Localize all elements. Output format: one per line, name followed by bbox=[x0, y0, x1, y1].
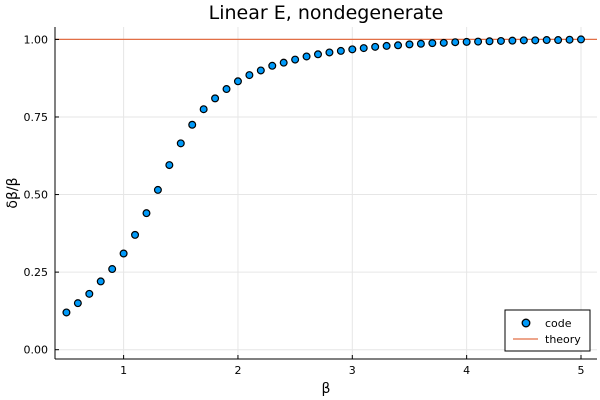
data-point bbox=[279, 58, 288, 67]
data-point bbox=[576, 35, 585, 44]
legend-label-code: code bbox=[545, 317, 572, 330]
y-tick-label-3: 0.75 bbox=[24, 111, 49, 124]
data-point bbox=[176, 139, 185, 148]
data-point bbox=[268, 61, 277, 70]
data-point bbox=[62, 308, 71, 317]
data-point bbox=[199, 105, 208, 114]
y-tick-label-1: 0.25 bbox=[24, 266, 49, 279]
data-point bbox=[371, 42, 380, 51]
data-point bbox=[153, 185, 162, 194]
y-tick-label-2: 0.50 bbox=[24, 189, 49, 202]
data-point bbox=[211, 94, 220, 103]
data-point bbox=[542, 36, 551, 45]
data-point bbox=[222, 85, 231, 94]
data-point bbox=[451, 38, 460, 47]
data-point bbox=[108, 265, 117, 274]
data-point bbox=[439, 38, 448, 47]
data-point bbox=[428, 39, 437, 48]
data-point bbox=[519, 36, 528, 45]
data-point bbox=[474, 37, 483, 46]
legend: code theory bbox=[504, 309, 591, 352]
data-point bbox=[233, 77, 242, 86]
y-tick-label-0: 0.00 bbox=[24, 344, 49, 357]
y-tick-label-4: 1.00 bbox=[24, 33, 49, 46]
x-axis-label: β bbox=[322, 381, 331, 397]
grid bbox=[55, 27, 597, 359]
data-point bbox=[188, 120, 197, 129]
data-point bbox=[119, 249, 128, 258]
data-point bbox=[325, 48, 334, 57]
data-point bbox=[131, 230, 140, 239]
legend-label-theory: theory bbox=[545, 333, 581, 346]
data-point bbox=[382, 41, 391, 50]
data-point bbox=[336, 46, 345, 55]
data-point bbox=[416, 39, 425, 48]
x-tick-label-2: 3 bbox=[349, 364, 356, 377]
data-point bbox=[142, 209, 151, 218]
axes bbox=[54, 27, 597, 360]
data-point bbox=[359, 44, 368, 53]
data-point bbox=[554, 36, 563, 45]
data-point bbox=[245, 71, 254, 80]
data-point bbox=[165, 161, 174, 170]
data-point bbox=[291, 55, 300, 64]
y-ticks: 0.00 0.25 0.50 0.75 1.00 bbox=[24, 33, 59, 357]
data-point bbox=[313, 50, 322, 59]
legend-marker-code bbox=[521, 318, 531, 328]
x-tick-label-1: 2 bbox=[234, 364, 241, 377]
data-point bbox=[85, 289, 94, 298]
data-point bbox=[531, 36, 540, 45]
data-point bbox=[73, 299, 82, 308]
data-point bbox=[462, 37, 471, 46]
data-point bbox=[565, 35, 574, 44]
legend-box bbox=[504, 309, 591, 352]
x-tick-label-0: 1 bbox=[120, 364, 127, 377]
data-point bbox=[405, 40, 414, 49]
data-point bbox=[256, 66, 265, 75]
data-point bbox=[485, 37, 494, 46]
data-point bbox=[348, 45, 357, 54]
x-tick-label-3: 4 bbox=[463, 364, 470, 377]
chart-title: Linear E, nondegenerate bbox=[209, 2, 444, 24]
x-tick-label-4: 5 bbox=[577, 364, 584, 377]
data-point bbox=[96, 277, 105, 286]
data-point bbox=[302, 52, 311, 61]
code-series bbox=[62, 35, 585, 317]
y-axis-label: δβ/β bbox=[5, 177, 21, 208]
data-point bbox=[508, 36, 517, 45]
data-point bbox=[394, 41, 403, 50]
x-ticks: 1 2 3 4 5 bbox=[120, 355, 584, 377]
data-point bbox=[496, 36, 505, 45]
